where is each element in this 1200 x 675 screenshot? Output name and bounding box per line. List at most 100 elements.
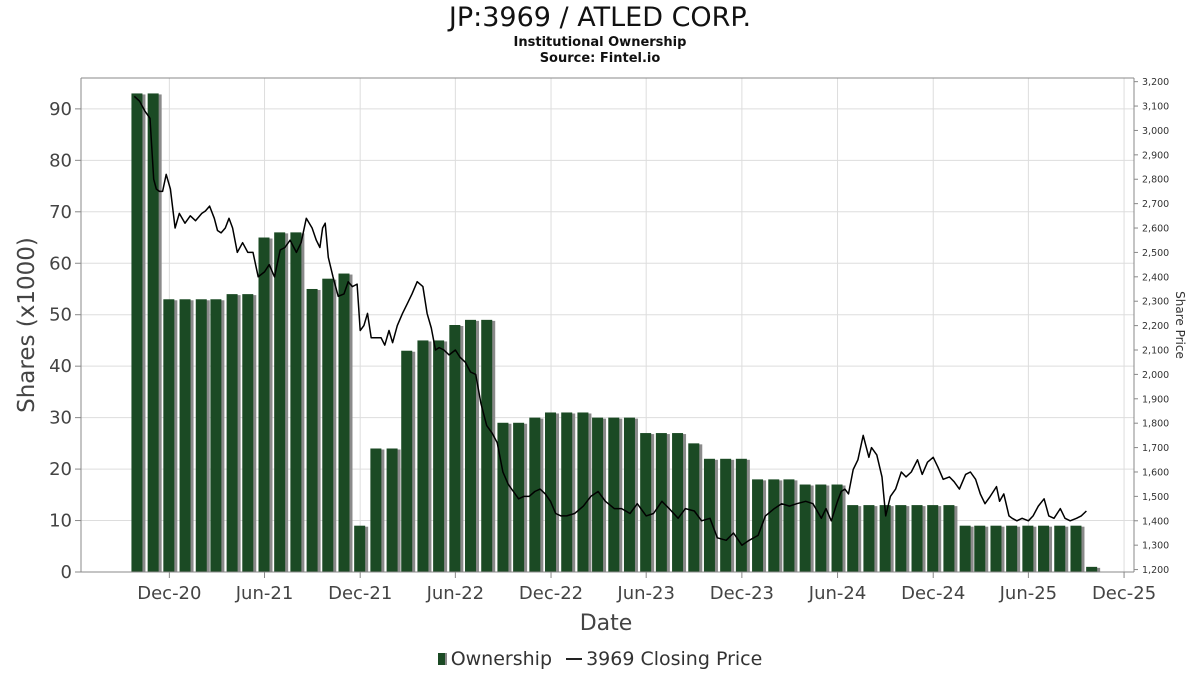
ownership-bar	[847, 505, 859, 572]
grid-lines	[81, 78, 1134, 573]
x-tick-label: Jun-24	[808, 583, 867, 604]
ownership-bar	[927, 505, 939, 572]
x-tick-label: Dec-23	[710, 583, 774, 604]
ownership-bar	[131, 93, 143, 572]
y2-tick-label: 1,900	[1142, 394, 1169, 405]
y-tick-label: 80	[49, 150, 72, 171]
ownership-bar	[242, 294, 254, 572]
x-tick-label: Jun-25	[999, 583, 1058, 604]
y2-tick-label: 2,300	[1142, 297, 1169, 308]
ownership-bar	[386, 448, 398, 572]
ownership-bar	[465, 319, 477, 572]
y2-tick-label: 1,600	[1142, 467, 1169, 478]
ownership-bar	[735, 458, 747, 572]
ownership-bar	[608, 417, 620, 572]
x-tick-label: Dec-25	[1092, 583, 1156, 604]
ownership-bar	[401, 350, 413, 572]
ownership-bar	[370, 448, 382, 572]
y-axis-ticks: 0 10 20 30 40 50 60 70 80 90	[49, 99, 81, 583]
y2-tick-label: 2,400	[1142, 272, 1169, 283]
ownership-bar	[768, 479, 780, 572]
ownership-bar	[513, 422, 525, 572]
y2-tick-label: 2,900	[1142, 150, 1169, 161]
y2-axis-ticks: 1,200 1,300 1,400 1,500 1,600 1,700 1,800 1,900…	[1134, 77, 1169, 576]
y2-tick-label: 3,200	[1142, 77, 1169, 88]
chart-subtitle: Institutional Ownership	[513, 35, 687, 50]
legend-label-ownership: Ownership	[450, 647, 553, 670]
y2-tick-label: 2,600	[1142, 224, 1169, 235]
x-tick-label: Dec-21	[328, 583, 392, 604]
ownership-bar	[974, 525, 986, 572]
ownership-bar	[831, 484, 843, 572]
y2-tick-label: 2,200	[1142, 321, 1169, 332]
ownership-bar	[911, 505, 923, 572]
ownership-bar	[577, 412, 589, 572]
y-tick-label: 70	[49, 202, 72, 223]
ownership-bar	[1006, 525, 1018, 572]
y-tick-label: 20	[49, 459, 72, 480]
x-axis-ticks: Dec-20 Jun-21 Dec-21 Jun-22 Dec-22 Jun-23 Dec-…	[137, 572, 1156, 604]
y2-tick-label: 2,000	[1142, 370, 1169, 381]
ownership-bar	[481, 319, 493, 572]
ownership-bar	[179, 299, 191, 572]
ownership-bar	[147, 93, 159, 572]
ownership-bar	[672, 433, 684, 572]
ownership-bar	[592, 417, 604, 572]
y2-tick-label: 1,800	[1142, 419, 1169, 430]
ownership-bar	[640, 433, 652, 572]
ownership-bar	[497, 422, 509, 572]
ownership-bar	[306, 288, 318, 572]
ownership-bars	[131, 93, 1101, 573]
ownership-bar	[1054, 525, 1066, 572]
y-tick-label: 60	[49, 253, 72, 274]
ownership-bar	[1038, 525, 1050, 572]
legend-label-price: 3969 Closing Price	[586, 647, 763, 670]
ownership-bar	[210, 299, 222, 572]
ownership-bar	[990, 525, 1002, 572]
ownership-bar	[783, 479, 795, 572]
ownership-bar	[815, 484, 827, 572]
ownership-bar	[529, 417, 541, 572]
ownership-bar	[290, 232, 302, 572]
y2-tick-label: 1,200	[1142, 565, 1169, 576]
y-axis-label: Shares (x1000)	[14, 237, 40, 413]
ownership-bar	[226, 294, 238, 572]
x-tick-label: Jun-22	[426, 583, 485, 604]
ownership-bar	[703, 458, 715, 572]
ownership-bar	[879, 505, 891, 572]
y2-tick-label: 1,700	[1142, 443, 1169, 454]
ownership-bar	[752, 479, 764, 572]
legend-line-swatch	[566, 658, 583, 660]
ownership-chart: Dec-20 Jun-21 Dec-21 Jun-22 Dec-22 Jun-23 Dec-…	[14, 77, 1187, 636]
y-tick-label: 50	[49, 305, 72, 326]
y-tick-label: 30	[49, 408, 72, 429]
y-tick-label: 10	[49, 511, 72, 532]
y2-tick-label: 1,400	[1142, 516, 1169, 527]
ownership-bar	[449, 325, 461, 572]
y2-axis-label: Share Price	[1173, 291, 1187, 359]
legend-item-ownership[interactable]: Ownership	[437, 647, 553, 670]
ownership-bar	[863, 505, 875, 572]
legend-item-price[interactable]: 3969 Closing Price	[566, 648, 762, 670]
ownership-bar	[895, 505, 907, 572]
ownership-bar	[561, 412, 573, 572]
x-axis-label: Date	[580, 611, 633, 636]
ownership-bar	[1086, 566, 1098, 572]
y2-tick-label: 3,000	[1142, 126, 1169, 137]
chart-source: Source: Fintel.io	[539, 51, 661, 66]
ownership-bar	[959, 525, 971, 572]
legend-bar-swatch	[437, 653, 447, 665]
ownership-bar	[720, 458, 732, 572]
x-tick-label: Jun-21	[235, 583, 294, 604]
price-line-layer	[133, 95, 1087, 546]
ownership-bar	[688, 443, 700, 572]
ownership-bar	[163, 299, 175, 572]
x-tick-label: Jun-23	[616, 583, 675, 604]
y2-tick-label: 2,500	[1142, 248, 1169, 259]
y2-tick-label: 3,100	[1142, 102, 1169, 113]
y-tick-label: 40	[49, 356, 72, 377]
ownership-bar	[258, 237, 270, 573]
y-tick-label: 0	[61, 562, 72, 583]
ownership-bar	[338, 273, 350, 572]
ownership-bar	[195, 299, 207, 572]
